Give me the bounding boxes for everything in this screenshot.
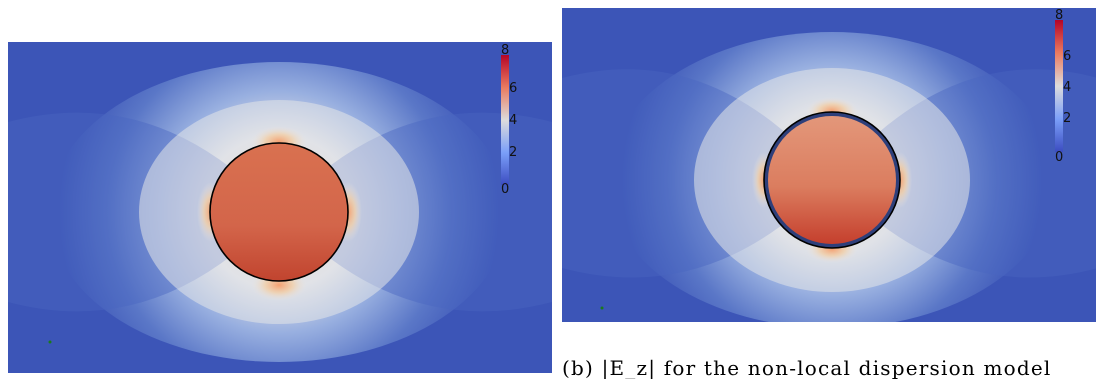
colorbar-tick: 4 — [1063, 80, 1072, 95]
probe-point — [48, 340, 52, 344]
colorbar-tick: 0 — [1055, 150, 1064, 165]
colorbar-tick: 6 — [509, 81, 518, 96]
colorbar-tick: 6 — [1063, 49, 1072, 64]
colorbar-tick: 8 — [501, 43, 510, 58]
colorbar-tick: 0 — [501, 182, 510, 197]
colorbar-tick: 8 — [1055, 8, 1064, 23]
field-plot-b-svg — [562, 8, 1096, 322]
colorbar-tick: 2 — [1063, 111, 1072, 126]
field-plot-a: 8 6 4 2 0 — [8, 42, 552, 373]
colorbar — [501, 55, 509, 185]
field-plot-b: 8 6 4 2 0 — [562, 8, 1096, 322]
figure-caption-b: (b) |E_z| for the non-local dispersion m… — [562, 356, 1052, 379]
colorbar-tick: 4 — [509, 113, 518, 128]
scatterer-disk — [209, 142, 349, 282]
probe-point — [600, 306, 604, 310]
scatterer-disk — [768, 116, 896, 244]
colorbar — [1055, 20, 1063, 152]
field-plot-a-svg — [8, 42, 552, 373]
colorbar-tick: 2 — [509, 145, 518, 160]
